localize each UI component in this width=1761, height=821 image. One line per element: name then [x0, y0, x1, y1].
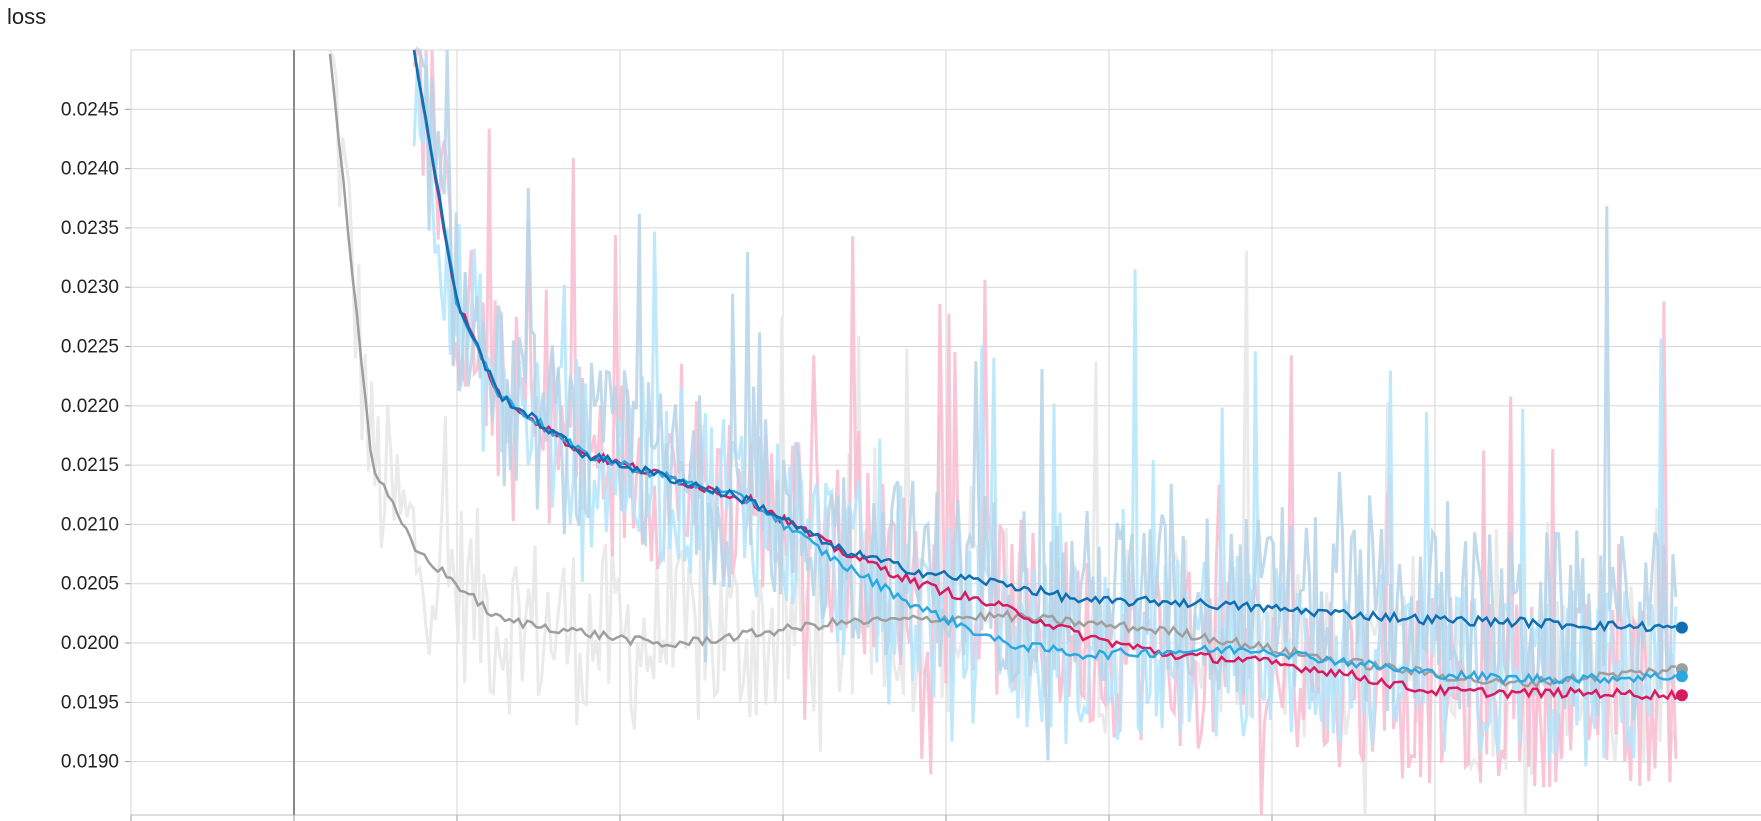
y-tick-label: 0.0220 — [61, 396, 119, 417]
y-tick-label: 0.0190 — [61, 752, 119, 773]
series-raw-line — [414, 48, 1678, 761]
y-tick-label: 0.0205 — [61, 574, 119, 595]
y-tick-label: 0.0210 — [61, 514, 119, 535]
y-tick-label: 0.0215 — [61, 455, 119, 476]
series-smoothed-line — [412, 49, 1678, 701]
y-axis-ticks: 0.0245 0.0240 0.0235 0.0230 0.0225 0.0220 0.02… — [61, 99, 119, 772]
y-tick-label: 0.0235 — [61, 218, 119, 239]
chart-title: loss — [7, 4, 47, 29]
series-smoothed-line — [412, 51, 1677, 685]
y-tick-label: 0.0225 — [61, 337, 119, 358]
y-tick-label: 0.0195 — [61, 692, 119, 713]
smoothed-series-layer — [328, 49, 1678, 701]
y-tick-label: 0.0200 — [61, 633, 119, 654]
raw-series-layer — [328, 45, 1678, 816]
series-end-marker — [1675, 689, 1688, 702]
y-tick-label: 0.0245 — [61, 99, 119, 120]
y-tick-label: 0.0240 — [61, 159, 119, 180]
end-markers-layer — [1675, 621, 1688, 702]
series-smoothed-line — [412, 50, 1677, 633]
series-end-marker — [1675, 670, 1688, 683]
series-smoothed-line — [328, 53, 1676, 689]
y-tick-label: 0.0230 — [61, 277, 119, 298]
series-end-marker — [1675, 621, 1688, 634]
